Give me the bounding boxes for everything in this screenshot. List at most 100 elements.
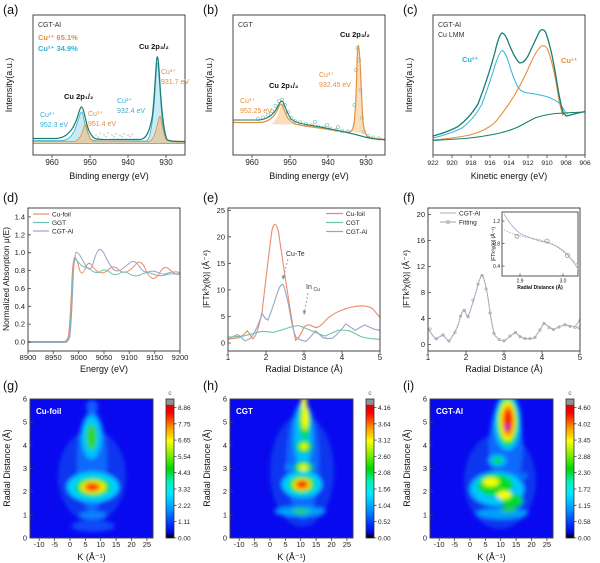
- x-tick: 960: [45, 158, 59, 167]
- annotation-species: Cu¹⁺: [161, 68, 176, 76]
- colorbar-tick-marks: [574, 407, 577, 539]
- x-tick: 25: [343, 540, 351, 549]
- y-tick-marks: [430, 398, 433, 539]
- y-tick: 5: [223, 418, 227, 427]
- x-tick: 922: [427, 160, 439, 167]
- colorbar: [365, 398, 375, 539]
- x-axis-label: Radial Distance (Å): [465, 364, 543, 374]
- envelope-curve: [33, 56, 186, 143]
- y-tick: 12: [417, 262, 425, 271]
- y-tick: 4: [421, 314, 425, 323]
- species-label-cu2: Cu²⁺: [462, 55, 478, 64]
- colorbar-tick: 0.58: [578, 519, 591, 526]
- colorbar-tick: 2.60: [378, 454, 391, 461]
- colorbar-tick: 4.60: [578, 405, 591, 412]
- y-tick: 0: [23, 534, 27, 543]
- legend: Cu-foil GGT CGT-Al: [33, 212, 74, 236]
- annotation-energy: 932.45 eV: [319, 82, 351, 89]
- x-tick: 0: [68, 540, 72, 549]
- x-tick: 906: [579, 160, 591, 167]
- x-tick: 930: [159, 158, 173, 167]
- plot-frame: [32, 14, 186, 156]
- x-tick: 960: [245, 158, 259, 167]
- legend-label-cgtal: CGT-Al: [346, 229, 368, 236]
- envelope-curve: [432, 28, 586, 137]
- colorbar-tick: 1.11: [178, 519, 191, 526]
- colorbar-tick: 5.54: [178, 454, 191, 461]
- y-tick: 25: [217, 206, 225, 215]
- y-tick: 2: [423, 487, 427, 496]
- y-axis-label: Normalized Absorption μ(E): [1, 227, 11, 331]
- annotation-species: Cu²⁺: [40, 111, 55, 119]
- x-axis-label: K (Å⁻¹): [277, 552, 305, 562]
- x-tick: 3: [302, 353, 307, 362]
- x-tick: -5: [251, 540, 258, 549]
- colorbar-tick-marks: [374, 407, 377, 539]
- y-tick: 3: [223, 464, 227, 473]
- colorbar-tick: 0.00: [578, 535, 591, 542]
- y-axis-label: Intensity(a.u.): [4, 58, 14, 113]
- x-axis-label: K (Å⁻¹): [77, 552, 105, 562]
- inset-x-axis-label: Radial Distance (Å): [517, 284, 563, 291]
- legend: Cu-foil CGT CGT-Al: [326, 211, 368, 236]
- x-tick: 9050: [96, 353, 113, 362]
- colorbar-tick: 0.52: [378, 519, 391, 526]
- x-tick-marks: [27, 351, 181, 354]
- x-tick: 5: [83, 540, 87, 549]
- x-tick: 15: [112, 540, 120, 549]
- x-tick: 9000: [70, 353, 87, 362]
- x-axis-label: Energy (eV): [80, 364, 128, 374]
- x-tick: 918: [465, 160, 477, 167]
- background-scatter-dots: [95, 132, 133, 138]
- colorbar-tick: 3.64: [378, 421, 391, 428]
- panel-i-wavelet-cgtal: (i) CGT-Al c 4.60 4.02 3.45 2.88 2.30 1.…: [402, 379, 591, 562]
- inset-marker: [565, 253, 570, 258]
- x-tick-marks: [427, 351, 581, 354]
- x-tick: 4: [340, 353, 345, 362]
- annotation-cute: Cu-Te: [286, 251, 305, 258]
- cute-arrow-line: [283, 258, 289, 278]
- incu-arrowhead: [302, 310, 307, 315]
- annotation-energy: 951.4 eV: [88, 121, 116, 128]
- colorbar-tick: 2.08: [378, 470, 391, 477]
- y-tick: 4: [223, 441, 227, 450]
- peak-label-2p12: Cu 2p₁/₂: [269, 81, 298, 90]
- y-tick: 3: [23, 464, 27, 473]
- colorbar: [165, 398, 175, 539]
- x-axis-label: Binding energy (eV): [269, 171, 349, 181]
- x-tick: 9150: [146, 353, 163, 362]
- ggt-curve: [28, 258, 181, 343]
- y-tick: 0: [221, 339, 225, 348]
- cgtal-ft-curve: [227, 283, 381, 342]
- x-tick: 10: [497, 540, 505, 549]
- y-tick: 20: [417, 210, 425, 219]
- x-axis-label: Binding energy (eV): [69, 171, 149, 181]
- colorbar-tick: 4.02: [578, 421, 591, 428]
- inset-y-axis-label: |FTk³χ(k)| (Å⁻⁴): [490, 227, 497, 262]
- annotation-incu-main: In: [306, 284, 312, 291]
- colorbar-tick: 4.16: [378, 405, 391, 412]
- x-tick-marks: [38, 538, 148, 541]
- x-tick: 9100: [121, 353, 138, 362]
- colorbar-tick: 1.04: [378, 503, 391, 510]
- legend-label-ggt: GGT: [52, 220, 66, 227]
- sample-label: CGT: [238, 22, 254, 29]
- panel-h-wavelet-cgt: (h) CGT c 4.16 3.64 3.12 2.60 2.08 1.56 …: [202, 379, 391, 562]
- cgt-ft-curve: [227, 324, 381, 340]
- colorbar-tick: 0.00: [378, 535, 391, 542]
- annotation-species: Cu²⁺: [117, 97, 132, 105]
- y-tick: 3: [423, 464, 427, 473]
- y-tick: 1.2: [15, 230, 25, 239]
- legend-label-cgtal: CGT-Al: [459, 211, 481, 218]
- inset-y-tick: 0.4: [493, 264, 500, 270]
- colorbar-tick: 1.72: [578, 487, 591, 494]
- plot-frame: [232, 14, 386, 156]
- composition-cu1: Cu¹⁺ 65.1%: [38, 33, 78, 42]
- legend: CGT-Al Fitting: [440, 211, 481, 227]
- species-label-cu1: Cu¹⁺: [561, 56, 577, 65]
- inset-x-tick: 2.9: [517, 279, 524, 285]
- fitting-marker-circles: [428, 273, 581, 343]
- x-tick: 0: [268, 540, 272, 549]
- inset-tick-marks: [502, 220, 564, 276]
- x-tick: 5: [578, 353, 583, 362]
